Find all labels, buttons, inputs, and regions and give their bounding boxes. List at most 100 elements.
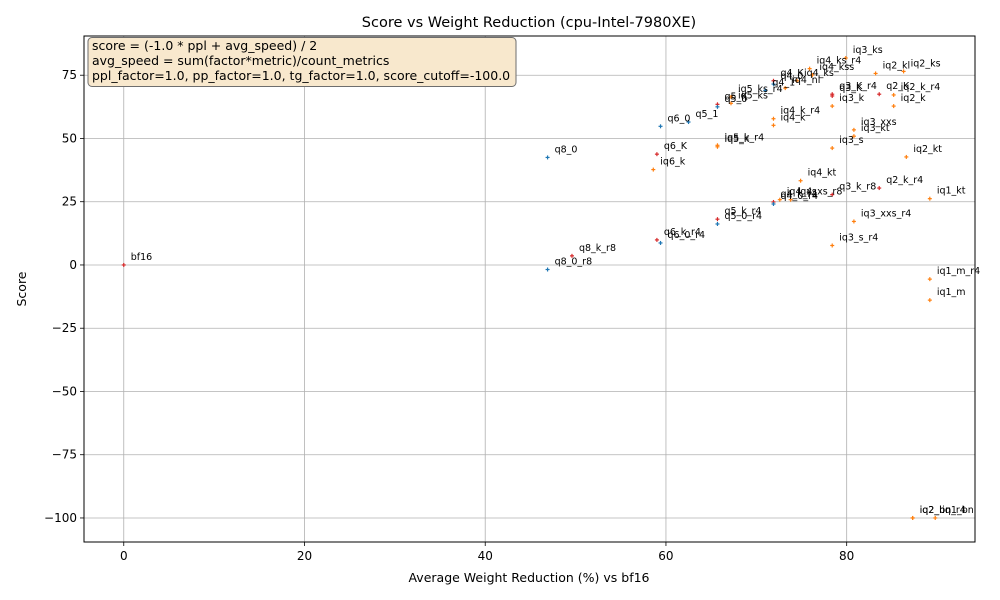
y-tick-label: −100 xyxy=(44,511,77,525)
y-tick-label: 25 xyxy=(62,195,77,209)
info-line-avg-speed: avg_speed = sum(factor*metric)/count_met… xyxy=(92,53,389,68)
y-tick-label: 75 xyxy=(62,68,77,82)
data-point-q6-0 xyxy=(658,124,663,129)
point-label: iq3_xxs xyxy=(861,117,897,128)
point-label: iq2_k xyxy=(901,93,926,104)
data-point-q4-1 xyxy=(763,88,768,93)
point-label: iq4_ks xyxy=(804,68,834,79)
y-axis-label: Score xyxy=(14,271,29,306)
y-tick-label: −50 xyxy=(52,384,77,398)
point-label: q5_K xyxy=(724,91,748,102)
data-point-iq4-nl xyxy=(783,86,788,91)
point-label: q5_k_r4 xyxy=(724,206,761,217)
data-point-q2-k-r4 xyxy=(877,186,882,191)
point-label: iq6_k xyxy=(660,157,685,168)
x-tick-label: 40 xyxy=(478,549,493,563)
data-point-iq4-xs-r8 xyxy=(788,197,793,202)
point-label: iq3_xxs_r4 xyxy=(861,208,911,219)
point-label: iq5_k_r4 xyxy=(724,132,764,143)
data-point-iq3-s-r4 xyxy=(830,243,835,248)
point-label: iq4_xs xyxy=(787,187,817,198)
chart-title: Score vs Weight Reduction (cpu-Intel-798… xyxy=(362,15,696,31)
data-points xyxy=(121,56,938,520)
point-label: q3_K xyxy=(839,83,863,94)
point-label: q8_0 xyxy=(555,144,578,155)
point-labels: bf16q8_0q8_0_r8q8_k_r8iq6_kq6_Kq6_k_r4q6… xyxy=(131,45,980,516)
data-point-q4-0 xyxy=(771,82,776,87)
data-point-iq2-kt xyxy=(904,154,909,159)
point-label: iq2_kl xyxy=(883,60,911,71)
point-label: iq2_ks xyxy=(911,58,941,69)
formula-info-box: score = (-1.0 * ppl + avg_speed) / 2 avg… xyxy=(87,37,517,87)
point-label: iq3_kt xyxy=(861,123,890,134)
data-point-iq3-kt xyxy=(851,134,856,139)
point-label: q6_0 xyxy=(668,113,691,124)
point-label: iq4_kss xyxy=(819,62,854,73)
data-point-bf16 xyxy=(121,262,126,267)
data-point-iq6-k xyxy=(651,167,656,172)
point-label: bf16 xyxy=(131,252,152,263)
data-point-q6-K xyxy=(654,152,659,157)
data-point-q2-K xyxy=(877,92,882,97)
data-point-iq3-xxs-r4 xyxy=(851,219,856,224)
data-point-q4-0-r4 xyxy=(771,201,776,206)
point-label: iq4_ks_r4 xyxy=(817,56,862,67)
grid xyxy=(84,36,975,542)
point-label: iq2_bn xyxy=(920,505,952,516)
point-label: q5_0_r4 xyxy=(724,211,762,222)
data-point-q5-k-r4 xyxy=(715,217,720,222)
data-point-q8-0-r8 xyxy=(545,267,550,272)
x-tick-label: 20 xyxy=(297,549,312,563)
data-point-q8-k-r8 xyxy=(569,253,574,258)
data-point-iq3-xxs xyxy=(851,127,856,132)
point-label: iq2_kt xyxy=(913,144,942,155)
point-label: iq5_k xyxy=(724,134,749,145)
point-label: iq4_k_r4 xyxy=(780,106,820,117)
data-point-q3-K xyxy=(830,93,835,98)
point-label: q4_0_r4 xyxy=(780,191,818,202)
point-label: iq1_m xyxy=(937,287,966,298)
data-point-iq2-ks xyxy=(901,69,906,74)
point-label: iq4_k xyxy=(780,112,805,123)
data-point-iq1-bn xyxy=(933,515,938,520)
point-label: q5_1 xyxy=(696,109,719,120)
point-label: iq3_s xyxy=(839,135,863,146)
data-point-q8-0 xyxy=(545,155,550,160)
point-label: iq2_k_r4 xyxy=(901,82,941,93)
data-point-iq3-ks xyxy=(843,56,848,61)
point-label: iq1_m_r4 xyxy=(937,266,980,277)
point-label: iq3_ks xyxy=(853,45,883,56)
point-label: iq4_kt xyxy=(808,168,837,179)
point-label: iq3_s_r4 xyxy=(839,232,878,243)
data-point-iq4-k xyxy=(771,123,776,128)
plot-area-frame xyxy=(83,35,976,543)
data-point-iq4-kt xyxy=(798,178,803,183)
point-label: q3_K_r4 xyxy=(839,81,877,92)
point-label: q2_K xyxy=(886,81,910,92)
data-point-iq1-kt xyxy=(927,196,932,201)
data-point-q6-k-r4 xyxy=(654,237,659,242)
point-label: q6_k_r4 xyxy=(664,227,701,238)
point-label: q4_1 xyxy=(772,77,795,88)
data-point-iq4-ks-r4 xyxy=(807,66,812,71)
x-tick-label: 80 xyxy=(839,549,854,563)
axis-ticks: 0 20 40 60 80 −100 −75 −50 −25 0 25 50 75 xyxy=(44,68,854,563)
point-label: q5_0 xyxy=(724,94,747,105)
point-label: iq4_nl xyxy=(792,75,820,86)
y-tick-label: 0 xyxy=(69,258,77,272)
point-label: q6_0_r4 xyxy=(668,230,706,241)
info-box-background xyxy=(87,37,517,87)
data-point-iq4-xs xyxy=(777,197,782,202)
point-label: iq1_kt xyxy=(937,186,966,197)
x-tick-label: 60 xyxy=(658,549,673,563)
point-label: q6_K xyxy=(664,141,688,152)
point-label: q3_k_r8 xyxy=(839,182,876,193)
data-point-iq1-m-r4 xyxy=(927,277,932,282)
data-point-q5-0 xyxy=(715,104,720,109)
info-line-factors: ppl_factor=1.0, pp_factor=1.0, tg_factor… xyxy=(92,68,510,83)
data-point-iq3-s xyxy=(830,146,835,151)
point-label: iq5_ks xyxy=(738,90,768,101)
data-point-iq5-k xyxy=(715,144,720,149)
